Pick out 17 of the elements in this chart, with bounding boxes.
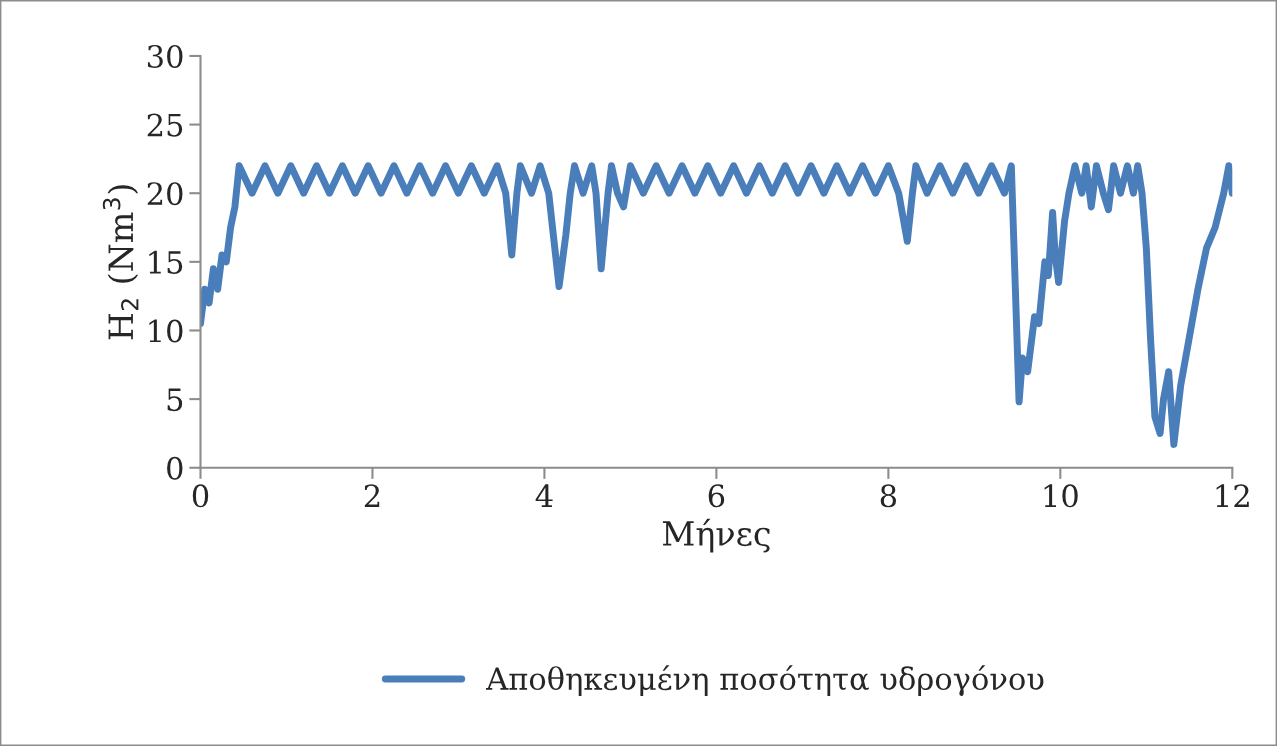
x-tick-label: 0 (192, 484, 209, 508)
y-tick-label: 5 (167, 388, 183, 412)
y-tick-label: 10 (149, 319, 183, 343)
x-tick-label: 2 (364, 484, 380, 507)
x-tick-label: 8 (880, 484, 897, 508)
y-tick-label: 0 (167, 456, 183, 480)
y-tick-label: 30 (147, 44, 183, 68)
legend-label: Αποθηκευμένη ποσότητα υδρογόνου (485, 665, 1044, 697)
x-axis-title: Μήνες (662, 518, 770, 553)
x-tick-label: 12 (1216, 484, 1249, 507)
y-tick-label: 25 (147, 113, 183, 137)
x-tick-label: 6 (708, 484, 725, 508)
x-tick-label: 10 (1044, 484, 1078, 508)
x-tick-label: 4 (535, 484, 553, 507)
y-tick-label: 20 (147, 182, 183, 206)
y-axis-title: H$_{2}$ (Nm$^{3}$) (102, 185, 139, 340)
y-tick-label: 15 (149, 250, 183, 274)
